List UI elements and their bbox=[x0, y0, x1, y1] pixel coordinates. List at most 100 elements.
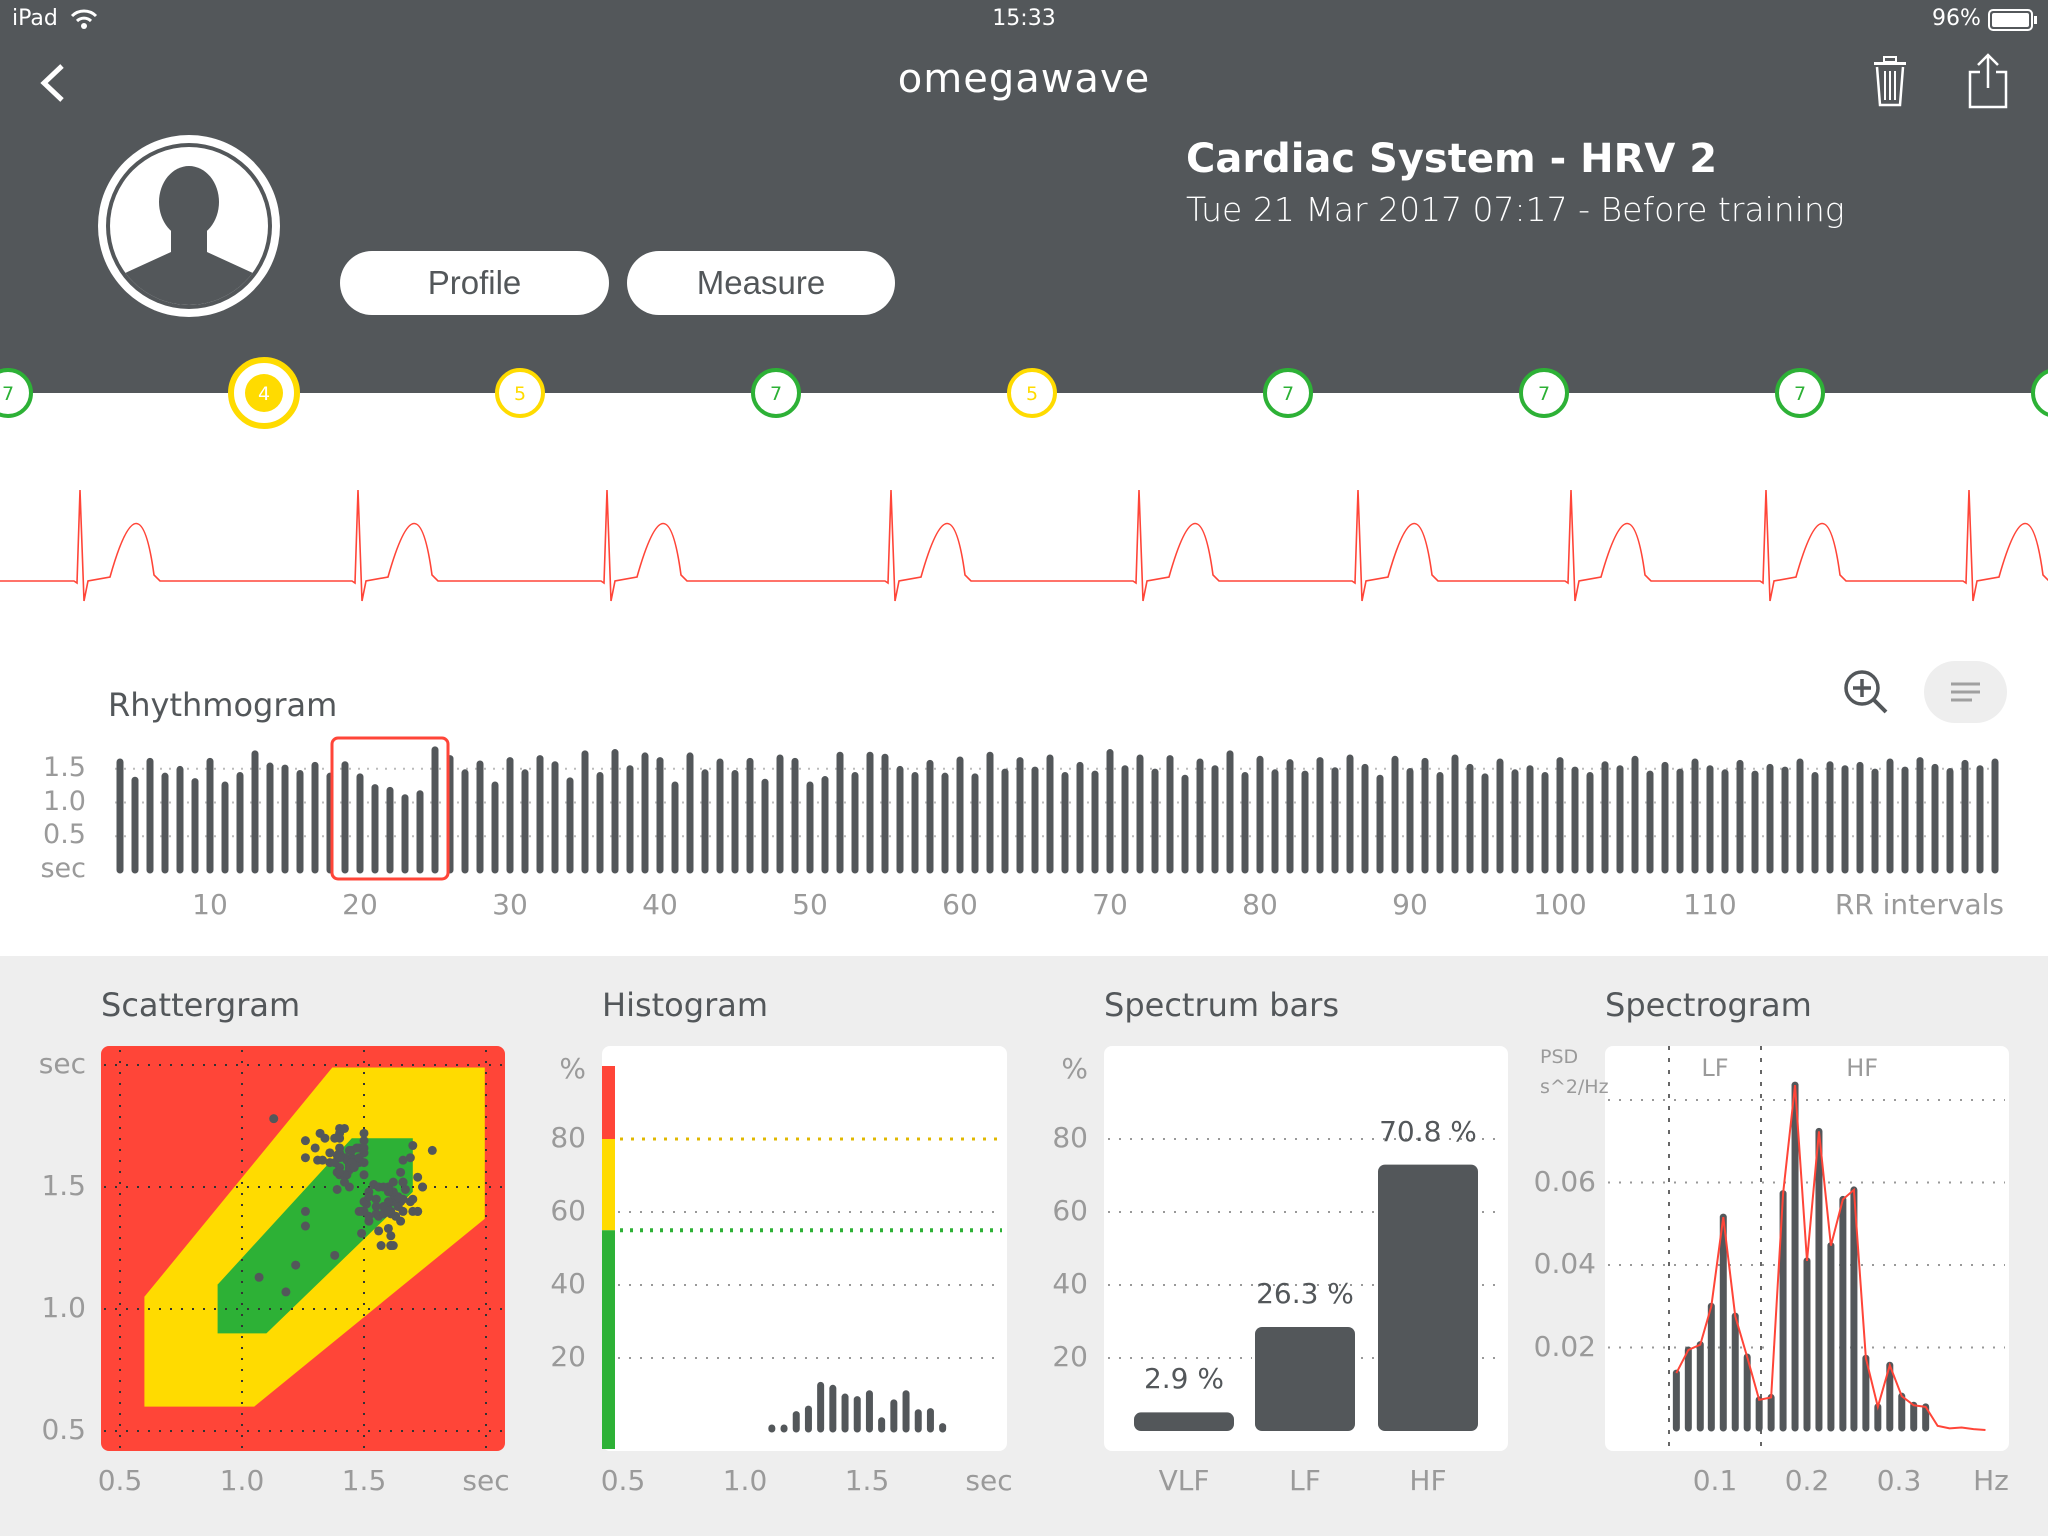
scattergram-point bbox=[405, 1153, 415, 1163]
spectrum-bar-label: LF bbox=[1289, 1464, 1321, 1497]
rhythmogram-y-unit: sec bbox=[40, 853, 86, 884]
timeline-ring bbox=[0, 368, 33, 418]
spectrogram-y-tick: 0.06 bbox=[1533, 1164, 1596, 1198]
scattergram-x-tick: 0.5 bbox=[97, 1464, 143, 1497]
timeline-item[interactable]: 5 bbox=[1007, 368, 1057, 418]
scattergram-point bbox=[374, 1226, 384, 1236]
avatar[interactable] bbox=[93, 130, 285, 322]
timeline-score: 5 bbox=[514, 383, 526, 405]
scattergram-point bbox=[313, 1155, 323, 1165]
scattergram-x-unit: sec bbox=[462, 1464, 510, 1497]
timeline-item[interactable]: 4 bbox=[228, 357, 300, 429]
spectrogram-x-unit: Hz bbox=[1973, 1464, 2009, 1497]
histogram-x-unit: sec bbox=[965, 1464, 1013, 1497]
scattergram-point bbox=[379, 1182, 389, 1192]
scattergram-point bbox=[300, 1206, 310, 1216]
rhythmogram-x-tick: 20 bbox=[342, 888, 378, 921]
profile-button[interactable]: Profile bbox=[340, 251, 609, 315]
ecg-line bbox=[0, 489, 2048, 602]
scattergram-point bbox=[383, 1206, 393, 1216]
wifi-icon bbox=[70, 9, 98, 29]
zoom-in-icon[interactable] bbox=[1842, 668, 1890, 716]
spectrum-bars-y-tick: 40 bbox=[1052, 1267, 1088, 1300]
rhythmogram-x-tick: 30 bbox=[492, 888, 528, 921]
scattergram-y-tick: 1.0 bbox=[41, 1291, 86, 1324]
spectrogram-x-tick: 0.2 bbox=[1784, 1464, 1830, 1497]
spectrum-bars-y-unit: % bbox=[1061, 1052, 1088, 1085]
timeline-score: 4 bbox=[258, 383, 270, 405]
rhythmogram-title: Rhythmogram bbox=[108, 686, 338, 724]
scattergram-point bbox=[354, 1206, 364, 1216]
timeline-item[interactable]: 7 bbox=[1263, 368, 1313, 418]
timeline-item[interactable]: 5 bbox=[495, 368, 545, 418]
scattergram-point bbox=[408, 1194, 418, 1204]
scattergram-point bbox=[371, 1202, 381, 1212]
timeline-item[interactable]: 7 bbox=[0, 368, 33, 418]
scattergram-point bbox=[335, 1167, 345, 1177]
spectrum-bar-label: VLF bbox=[1158, 1464, 1210, 1497]
timeline-score: 7 bbox=[2, 383, 14, 405]
scattergram-point bbox=[291, 1260, 301, 1270]
scattergram-point bbox=[400, 1184, 410, 1194]
histogram-red-strip bbox=[602, 1066, 615, 1139]
ecg-trace bbox=[0, 489, 2048, 602]
scattergram-point bbox=[330, 1133, 340, 1143]
rhythmogram-y-tick: 1.5 bbox=[43, 751, 86, 783]
rhythmogram-x-tick: 100 bbox=[1533, 888, 1587, 921]
share-icon[interactable] bbox=[1966, 52, 2010, 110]
back-icon[interactable] bbox=[36, 62, 70, 104]
timeline-ring bbox=[1519, 368, 1569, 418]
spectrogram-x-tick: 0.1 bbox=[1692, 1464, 1738, 1497]
rhythmogram-chart[interactable] bbox=[0, 730, 2048, 930]
timeline-score: 7 bbox=[1794, 383, 1806, 405]
spectrogram-title: Spectrogram bbox=[1605, 986, 1812, 1024]
spectrum-bar bbox=[1255, 1327, 1355, 1431]
spectrogram-y-unit: s^2/Hz bbox=[1540, 1076, 1609, 1098]
scattergram-point bbox=[418, 1182, 428, 1192]
scattergram-point bbox=[352, 1143, 362, 1153]
timeline-score: 5 bbox=[1026, 383, 1038, 405]
rhythmogram-y-tick: 0.5 bbox=[43, 819, 86, 851]
spectrum-bar-value: 70.8 % bbox=[1379, 1114, 1477, 1148]
rhythmogram-x-label: RR intervals bbox=[1834, 888, 2004, 921]
device-name: iPad bbox=[12, 6, 58, 31]
scattergram-point bbox=[388, 1177, 398, 1187]
scattergram-point bbox=[359, 1170, 369, 1180]
scattergram-point bbox=[325, 1148, 335, 1158]
timeline-dot bbox=[245, 374, 283, 412]
scattergram-point bbox=[349, 1162, 359, 1172]
rhythmogram-selection[interactable] bbox=[330, 736, 450, 881]
scattergram-title: Scattergram bbox=[101, 986, 301, 1024]
spectrum-bars-title: Spectrum bars bbox=[1104, 986, 1339, 1024]
timeline-item[interactable]: 7 bbox=[751, 368, 801, 418]
timeline-item[interactable]: 7 bbox=[1519, 368, 1569, 418]
timeline-item[interactable] bbox=[2031, 369, 2048, 417]
timeline-ring bbox=[1007, 368, 1057, 418]
timeline-ring bbox=[1263, 368, 1313, 418]
scattergram-point bbox=[376, 1241, 386, 1251]
measure-button[interactable]: Measure bbox=[627, 251, 895, 315]
header bbox=[0, 0, 2048, 393]
scattergram-y-tick: 0.5 bbox=[41, 1413, 86, 1446]
scattergram-point bbox=[300, 1153, 310, 1163]
spectrum-bar-value: 26.3 % bbox=[1256, 1277, 1354, 1310]
timeline-item[interactable]: 7 bbox=[1775, 368, 1825, 418]
spectrum-bars-y-tick: 80 bbox=[1052, 1121, 1088, 1154]
trash-icon[interactable] bbox=[1870, 56, 1910, 108]
histogram-card bbox=[602, 1046, 1007, 1451]
rhythmogram-x-tick: 60 bbox=[942, 888, 978, 921]
spectrogram-y-tick: 0.04 bbox=[1533, 1247, 1596, 1280]
scattergram-point bbox=[359, 1158, 369, 1168]
spectrum-bar bbox=[1378, 1164, 1478, 1431]
timeline-ring bbox=[1775, 368, 1825, 418]
timeline-score: 7 bbox=[1282, 383, 1294, 405]
scattergram-x-tick: 1.5 bbox=[341, 1464, 387, 1497]
scattergram-green-zone bbox=[217, 1138, 413, 1334]
scattergram-point bbox=[332, 1184, 342, 1194]
scattergram-point bbox=[364, 1192, 374, 1202]
battery-icon bbox=[1988, 9, 2037, 31]
menu-button[interactable] bbox=[1924, 661, 2007, 723]
scattergram-point bbox=[359, 1128, 369, 1138]
timeline-score: 7 bbox=[1538, 383, 1550, 405]
rhythmogram-x-tick: 90 bbox=[1392, 888, 1428, 921]
